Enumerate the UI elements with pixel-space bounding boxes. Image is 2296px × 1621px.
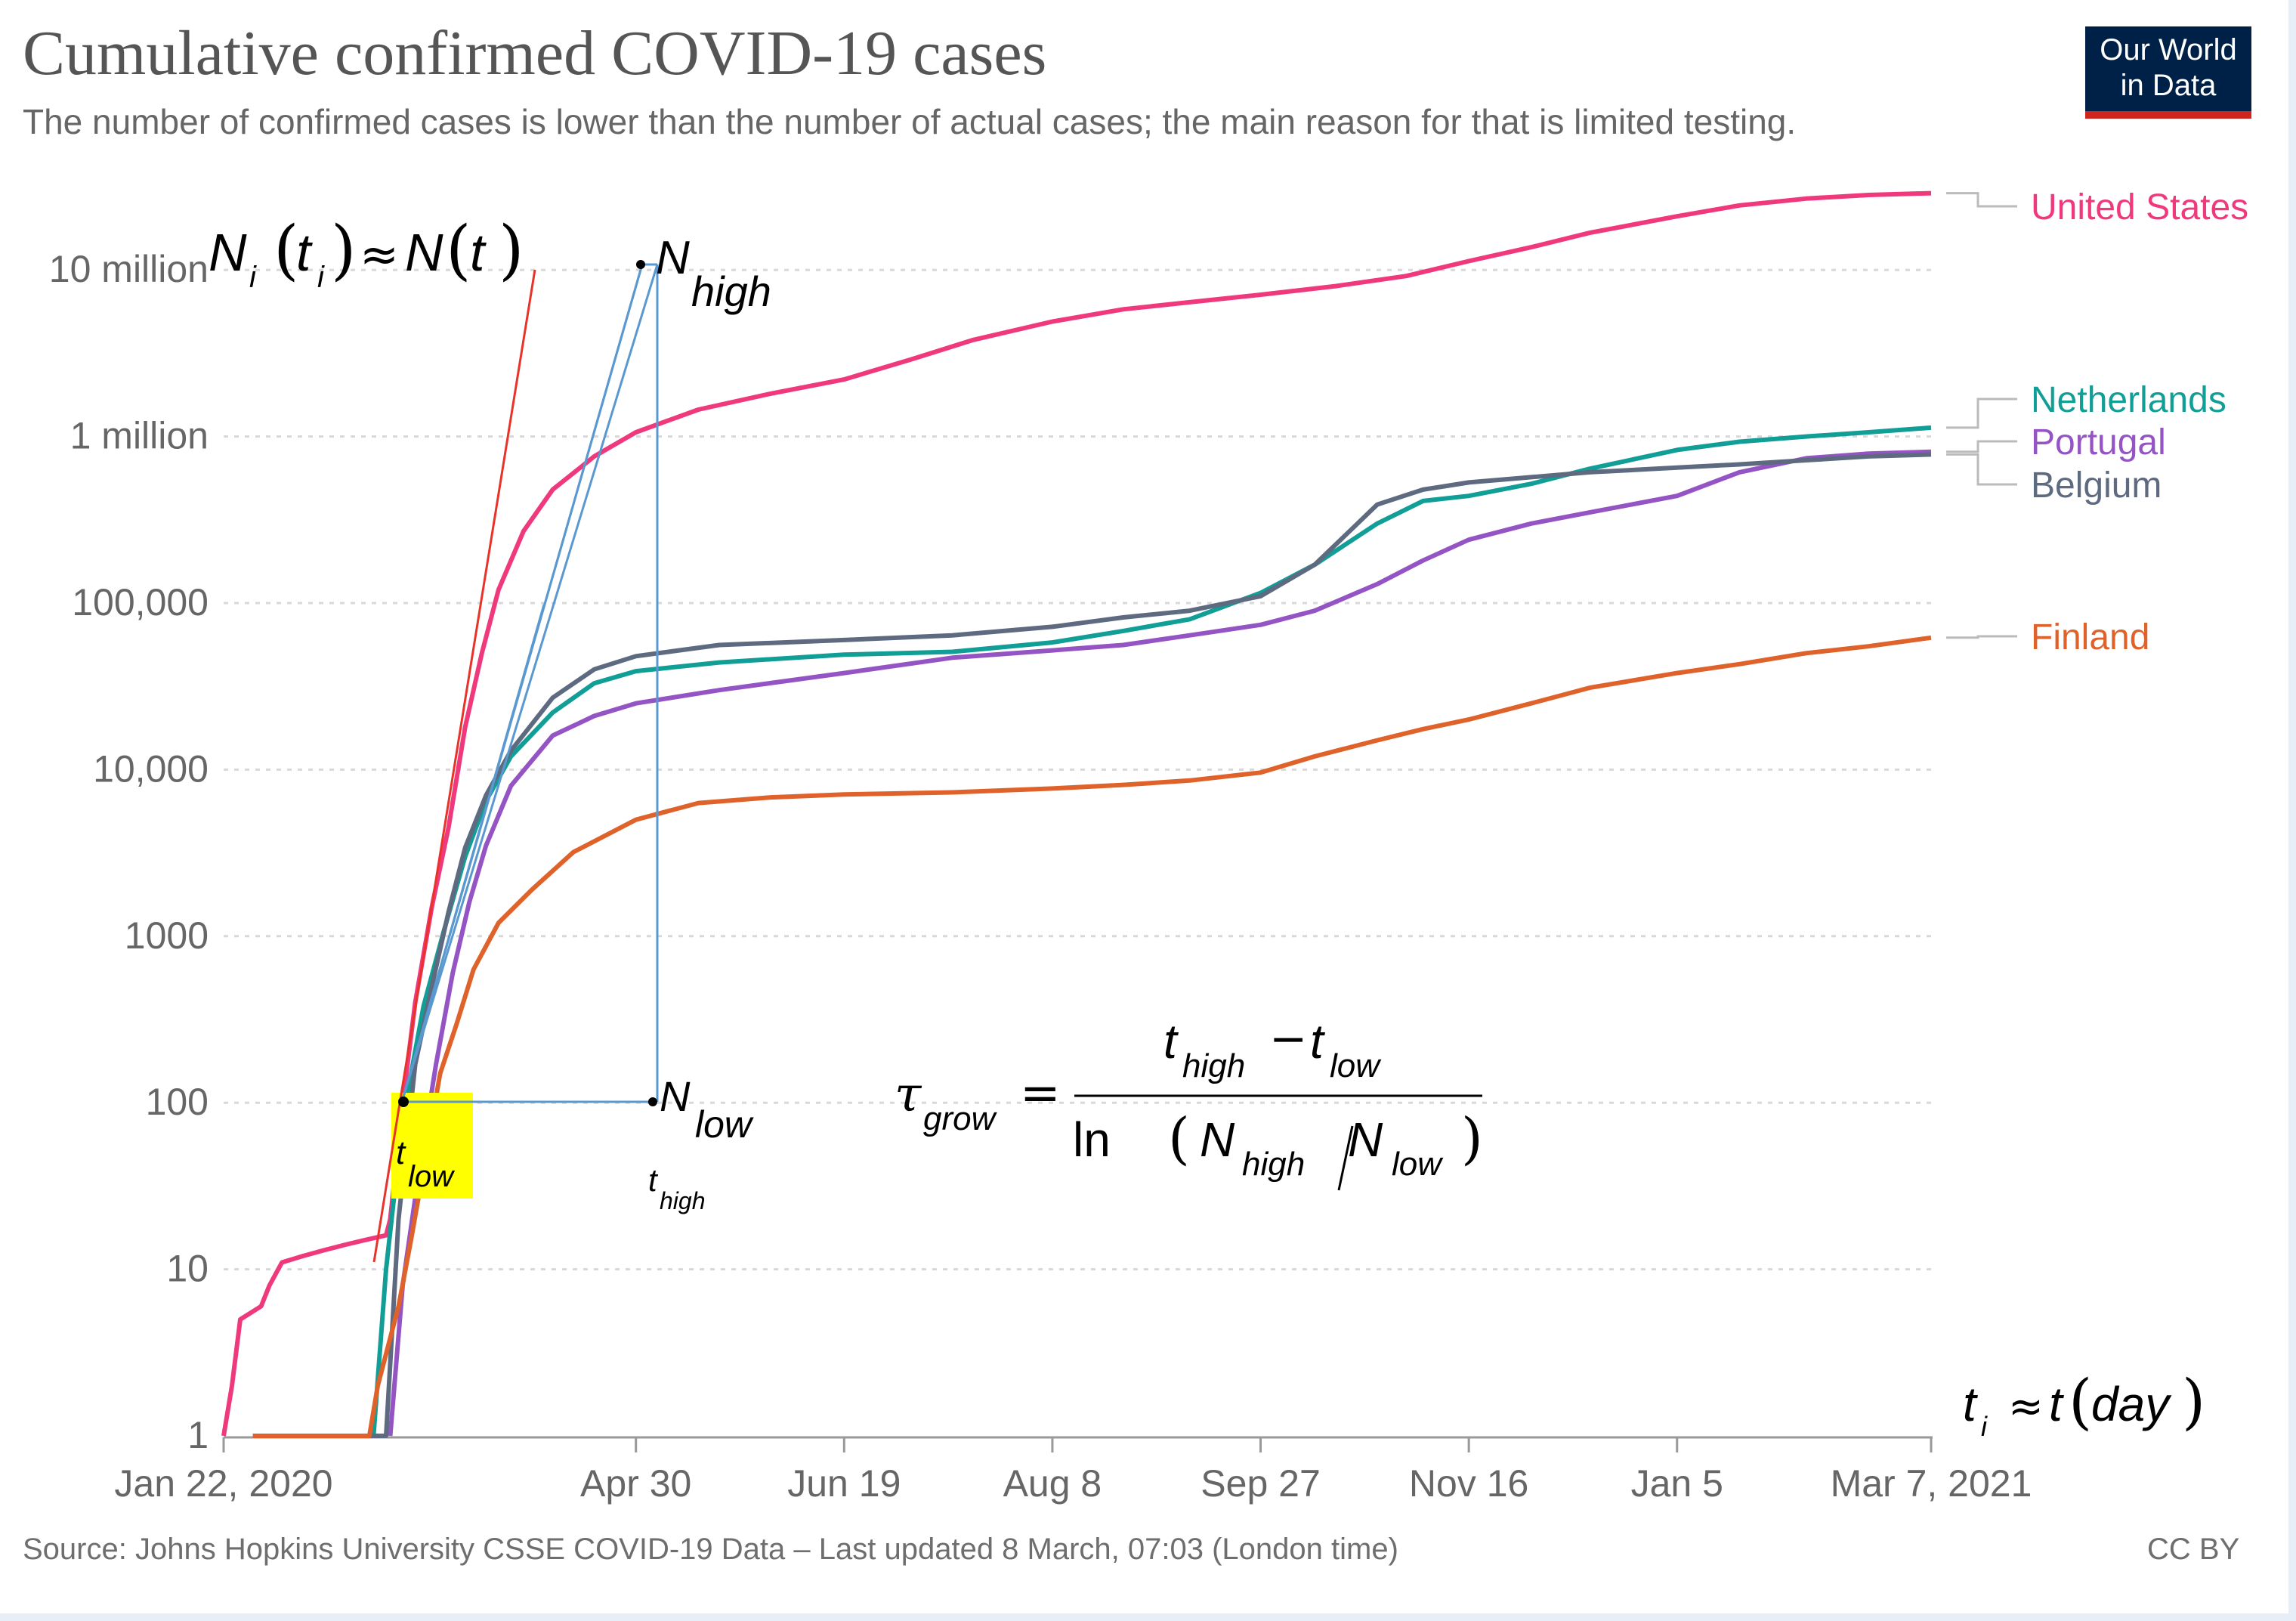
formula-num-t-high-sub: high bbox=[1182, 1047, 1245, 1084]
paren: ) bbox=[1461, 1106, 1483, 1171]
series-line-portugal bbox=[388, 449, 1932, 1437]
approx-left-N2: N bbox=[405, 223, 443, 282]
formula-den-n-high: N bbox=[1200, 1112, 1235, 1167]
y-tick-label: 10 million bbox=[49, 248, 209, 290]
paren: ( bbox=[2069, 1366, 2092, 1437]
y-tick-label: 10,000 bbox=[93, 747, 209, 790]
formula-num-t-low: t bbox=[1310, 1014, 1325, 1069]
x-tick-label: Aug 8 bbox=[1003, 1462, 1102, 1505]
formula-num-t-high: t bbox=[1163, 1014, 1179, 1069]
point-n-high bbox=[636, 260, 645, 269]
approx-right-day: day bbox=[2091, 1377, 2172, 1431]
logo-line-1: Our World bbox=[2100, 33, 2237, 67]
series-line-united-states bbox=[221, 190, 1932, 1437]
n-high-label: N bbox=[656, 232, 690, 284]
x-tick-label: Apr 30 bbox=[580, 1462, 691, 1505]
formula-den-n-low: N bbox=[1348, 1112, 1383, 1167]
paren: ) bbox=[331, 212, 357, 288]
paren: ( bbox=[446, 212, 471, 288]
logo-line-2: in Data bbox=[2120, 69, 2217, 102]
formula-tau-sub: grow bbox=[923, 1100, 998, 1137]
y-tick-label: 10 bbox=[166, 1248, 209, 1290]
y-tick-label: 1 bbox=[187, 1414, 209, 1456]
legend-connector bbox=[1946, 192, 2017, 208]
paren: ) bbox=[499, 212, 524, 288]
y-tick-label: 1000 bbox=[125, 914, 209, 957]
y-tick-label: 100 bbox=[146, 1081, 209, 1123]
approx-left-N-sub: i bbox=[249, 261, 257, 294]
y-tick-label: 1 million bbox=[70, 415, 209, 457]
series-line-belgium bbox=[277, 452, 1932, 1438]
paren: ( bbox=[273, 212, 299, 288]
approx-sign: ≈ bbox=[360, 227, 399, 282]
n-low-label: N bbox=[660, 1072, 691, 1120]
t-low-subscript: low bbox=[408, 1160, 456, 1193]
paren: ) bbox=[2182, 1366, 2205, 1437]
point-t-low bbox=[398, 1097, 409, 1107]
x-axis: Jan 22, 2020 Apr 30 Jun 19 Aug 8 Sep 27 Nov 1… bbox=[114, 1436, 2032, 1505]
construction-line bbox=[400, 264, 659, 1103]
chart-title: Cumulative confirmed COVID-19 cases bbox=[23, 18, 1047, 88]
legend-label-united-states: United States bbox=[2031, 187, 2248, 227]
construction-line bbox=[400, 604, 545, 1103]
approx-left-t-sub: i bbox=[317, 261, 325, 294]
t-high-label: t bbox=[648, 1162, 659, 1198]
formula-equals: = bbox=[1020, 1066, 1061, 1121]
n-high-subscript: high bbox=[691, 268, 771, 315]
formula-den-n-high-sub: high bbox=[1242, 1146, 1305, 1183]
legend-connector bbox=[1946, 453, 2017, 486]
legend-connector bbox=[1946, 440, 2017, 453]
formula-den-n-low-sub: low bbox=[1392, 1146, 1444, 1183]
owid-logo[interactable]: Our World in Data bbox=[2085, 26, 2251, 119]
license-link[interactable]: CC BY bbox=[2147, 1533, 2240, 1566]
paren: ( bbox=[1168, 1106, 1190, 1171]
series-line-netherlands bbox=[371, 425, 1932, 1437]
formula-num-t-low-sub: low bbox=[1330, 1047, 1382, 1084]
x-tick-label: Jan 22, 2020 bbox=[114, 1462, 332, 1505]
legend-connector bbox=[1946, 398, 2017, 429]
t-low-highlight bbox=[391, 1093, 473, 1199]
t-low-label: t bbox=[396, 1134, 406, 1171]
legend-label-finland: Finland bbox=[2031, 617, 2149, 657]
x-tick-label: Jun 19 bbox=[787, 1462, 901, 1505]
x-tick-label: Nov 16 bbox=[1409, 1462, 1528, 1505]
t-high-subscript: high bbox=[660, 1187, 706, 1214]
source-note: Source: Johns Hopkins University CSSE CO… bbox=[23, 1533, 1398, 1566]
chart-subtitle: The number of confirmed cases is lower t… bbox=[23, 102, 1797, 141]
legend-label-netherlands: Netherlands bbox=[2031, 380, 2226, 420]
formula-tau: τ bbox=[895, 1067, 922, 1123]
legend-label-portugal: Portugal bbox=[2031, 422, 2166, 462]
formula-ln: ln bbox=[1073, 1112, 1111, 1167]
n-low-subscript: low bbox=[695, 1103, 754, 1146]
y-tick-label: 100,000 bbox=[72, 581, 209, 623]
approx-right-t: t bbox=[1963, 1377, 1978, 1431]
approx-left-t: t bbox=[296, 223, 313, 282]
y-axis-labels: 1 10 100 1000 10,000 100,000 1 million 10 milli… bbox=[49, 248, 209, 1456]
approx-right-t-sub: i bbox=[1981, 1411, 1988, 1442]
x-tick-label: Sep 27 bbox=[1201, 1462, 1320, 1505]
formula-minus: − bbox=[1269, 1013, 1307, 1066]
point-n-low bbox=[648, 1097, 657, 1106]
x-tick-label: Mar 7, 2021 bbox=[1831, 1462, 2032, 1505]
legend-connector bbox=[1946, 635, 2017, 639]
x-tick-label: Jan 5 bbox=[1631, 1462, 1723, 1505]
approx-left-N: N bbox=[209, 223, 247, 282]
series-lines bbox=[221, 190, 1932, 1438]
legend-label-belgium: Belgium bbox=[2031, 466, 2162, 506]
approx-right-t2: t bbox=[2049, 1377, 2064, 1431]
approx-sign: ≈ bbox=[2008, 1382, 2044, 1431]
series-line-finland bbox=[252, 635, 1932, 1438]
approx-left-t2: t bbox=[470, 223, 487, 282]
tangent-line bbox=[372, 269, 536, 1263]
formula-slash bbox=[1337, 1125, 1354, 1191]
